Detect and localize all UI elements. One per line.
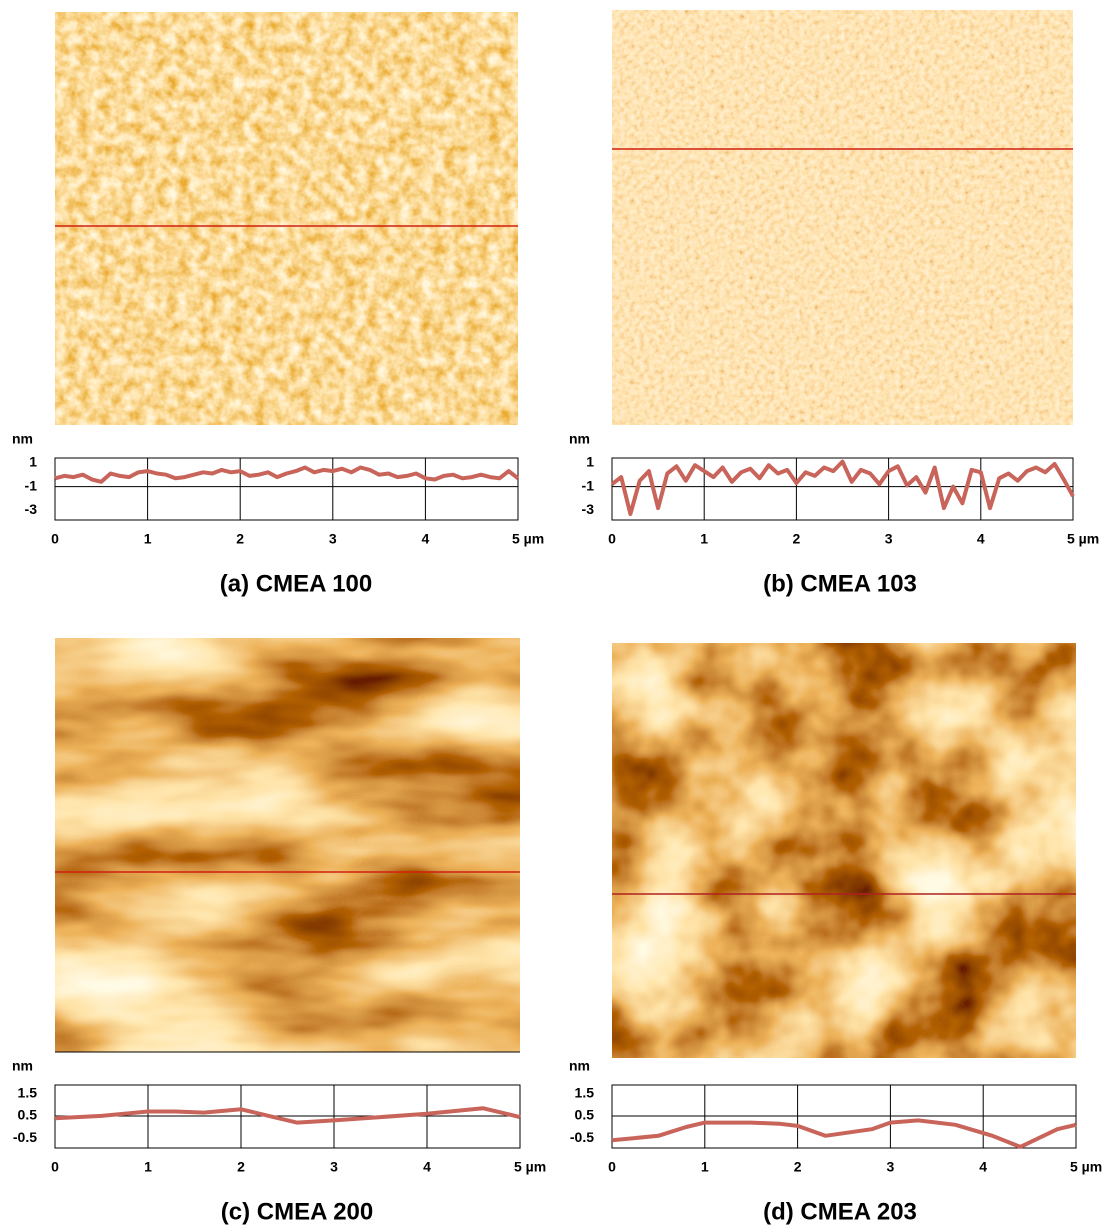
x-tick-label: 4 [423, 1159, 431, 1175]
y-tick-label: 0.5 [18, 1107, 38, 1123]
plot-frame [54, 1084, 521, 1149]
x-tick-label: 1 [144, 531, 152, 547]
y-tick-label: 1.5 [575, 1085, 595, 1101]
afm-image [612, 643, 1076, 1058]
y-tick-label: -3 [582, 501, 595, 517]
afm-image [612, 10, 1073, 425]
profile-line [54, 465, 520, 484]
panel-title: (c) CMEA 200 [221, 1198, 373, 1225]
x-tick-label: 2 [236, 531, 244, 547]
x-tick-label: 4 [977, 531, 985, 547]
y-tick-label: -0.5 [570, 1129, 594, 1145]
x-tick-label: 2 [794, 1159, 802, 1175]
y-axis-label: nm [12, 431, 33, 447]
x-tick-label: 5 µm [1067, 531, 1099, 547]
plot-frame [54, 457, 519, 521]
y-axis-label: nm [12, 1058, 33, 1074]
x-tick-label: 5 µm [514, 1159, 546, 1175]
x-tick-label: 2 [793, 531, 801, 547]
profile-line [54, 1106, 521, 1125]
y-axis-label: nm [569, 431, 590, 447]
y-tick-label: -3 [25, 501, 38, 517]
y-tick-label: -1 [25, 477, 38, 493]
x-tick-label: 1 [701, 1159, 709, 1175]
y-axis-label: nm [569, 1058, 590, 1074]
afm-image [55, 12, 518, 425]
y-tick-label: 0.5 [575, 1107, 595, 1123]
profile-line [610, 459, 1075, 516]
x-tick-label: 0 [51, 531, 59, 547]
afm-image [55, 638, 520, 1052]
x-tick-label: 1 [144, 1159, 152, 1175]
y-tick-label: 1.5 [18, 1085, 38, 1101]
x-tick-label: 4 [422, 531, 430, 547]
panel-title: (d) CMEA 203 [763, 1198, 917, 1225]
plot-frame [611, 1084, 1077, 1149]
y-tick-label: 1 [29, 453, 37, 469]
x-tick-label: 5 µm [512, 531, 544, 547]
x-tick-label: 1 [700, 531, 708, 547]
x-tick-label: 0 [608, 1159, 616, 1175]
x-tick-label: 3 [885, 531, 893, 547]
x-tick-label: 2 [237, 1159, 245, 1175]
x-tick-label: 3 [330, 1159, 338, 1175]
x-tick-label: 0 [608, 531, 616, 547]
x-tick-label: 0 [51, 1159, 59, 1175]
y-tick-label: 1 [586, 453, 594, 469]
panel-title: (b) CMEA 103 [763, 570, 917, 597]
y-tick-label: -1 [582, 477, 595, 493]
y-tick-label: -0.5 [13, 1129, 37, 1145]
x-tick-label: 4 [979, 1159, 987, 1175]
panel-title: (a) CMEA 100 [220, 570, 372, 597]
x-tick-label: 3 [329, 531, 337, 547]
x-tick-label: 5 µm [1070, 1159, 1102, 1175]
x-tick-label: 3 [887, 1159, 895, 1175]
profile-line [611, 1118, 1077, 1149]
plot-frame [611, 457, 1074, 521]
